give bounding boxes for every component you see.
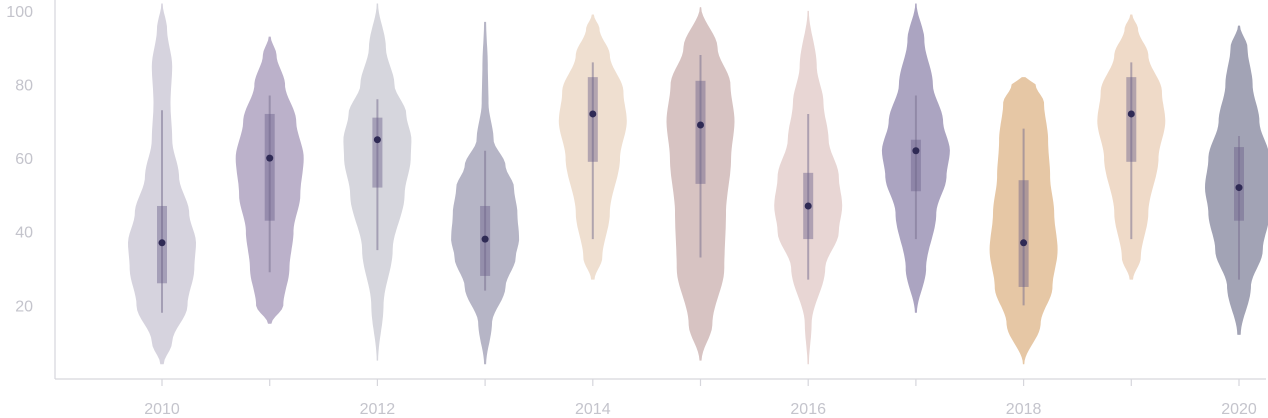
median-point-2018 <box>1020 239 1028 247</box>
violin-2011 <box>235 36 304 324</box>
iqr-box-2011 <box>264 113 275 221</box>
violins-group <box>128 3 1268 365</box>
violin-2016 <box>774 10 843 365</box>
violin-2010 <box>128 3 196 365</box>
y-tick-label-60: 60 <box>15 151 33 168</box>
iqr-box-2019 <box>1126 77 1137 162</box>
median-point-2014 <box>589 110 597 118</box>
iqr-box-2017 <box>910 139 921 192</box>
iqr-box-2012 <box>372 117 383 188</box>
median-point-2013 <box>481 235 489 243</box>
x-tick-label-2020: 2020 <box>1221 401 1257 418</box>
y-tick-label-20: 20 <box>15 298 33 315</box>
x-tick-label-2018: 2018 <box>1006 401 1042 418</box>
iqr-box-2015 <box>695 80 706 184</box>
violin-2014 <box>558 14 627 280</box>
x-tick-label-2010: 2010 <box>144 401 180 418</box>
violin-2015 <box>666 7 735 361</box>
y-tick-label-40: 40 <box>15 225 33 242</box>
x-ticks-group: 2010 2012 2014 2016 2018 2020 <box>144 379 1257 418</box>
x-tick-label-2014: 2014 <box>575 401 611 418</box>
median-point-2020 <box>1235 184 1243 192</box>
iqr-box-2020 <box>1234 147 1244 221</box>
median-point-2017 <box>912 147 920 155</box>
median-point-2012 <box>373 136 381 144</box>
median-point-2019 <box>1127 110 1135 118</box>
violin-2019 <box>1097 14 1166 280</box>
iqr-box-2014 <box>587 77 598 162</box>
y-ticks-group: 20 40 60 80 100 <box>6 4 33 316</box>
violin-2020 <box>1205 25 1268 335</box>
violin-2012 <box>343 3 412 361</box>
x-tick-label-2012: 2012 <box>360 401 396 418</box>
violin-2018 <box>989 77 1058 365</box>
violin-2013 <box>451 21 520 365</box>
x-tick-label-2016: 2016 <box>790 401 826 418</box>
violin-2017 <box>881 3 950 313</box>
y-tick-label-100: 100 <box>6 4 33 21</box>
y-tick-label-80: 80 <box>15 77 33 94</box>
axes-group <box>54 0 1266 380</box>
median-point-2010 <box>158 239 166 247</box>
violin-body-2020 <box>1205 25 1268 335</box>
iqr-box-2018 <box>1018 180 1029 287</box>
median-point-2016 <box>804 202 812 210</box>
median-point-2015 <box>697 121 704 129</box>
median-point-2011 <box>266 154 274 162</box>
